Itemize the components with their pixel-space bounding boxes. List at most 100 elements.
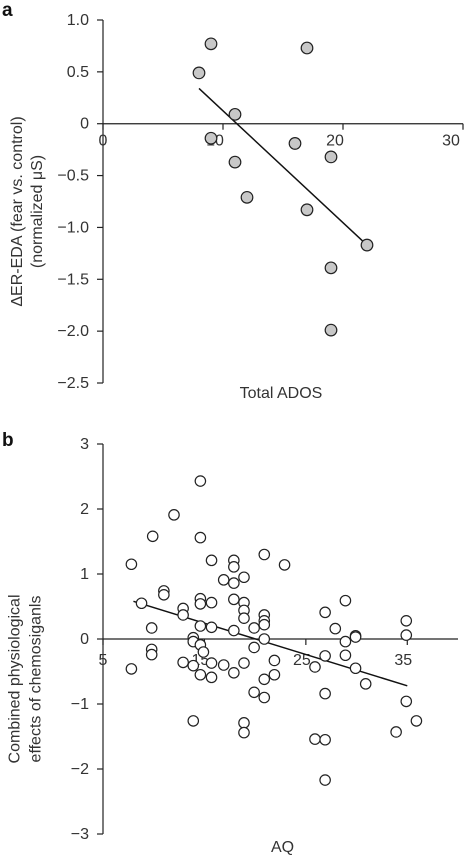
data-point bbox=[194, 475, 207, 487]
data-point bbox=[339, 635, 352, 648]
y-tick-label: −2.0 bbox=[57, 323, 89, 340]
data-point bbox=[309, 661, 321, 673]
data-point bbox=[194, 531, 207, 544]
data-point bbox=[400, 695, 413, 708]
x-axis-title: Total ADOS bbox=[240, 385, 323, 402]
y-tick-label: 0.5 bbox=[67, 64, 89, 81]
data-point bbox=[238, 726, 250, 739]
data-point bbox=[360, 238, 374, 252]
data-point bbox=[238, 717, 250, 729]
data-point bbox=[319, 733, 331, 746]
data-point bbox=[238, 657, 250, 669]
data-point bbox=[125, 558, 138, 571]
regression-line bbox=[198, 87, 368, 246]
data-point bbox=[324, 150, 338, 164]
x-tick-label: 5 bbox=[99, 652, 108, 669]
y-axis-title-line: Combined physiological bbox=[7, 595, 24, 764]
data-point bbox=[319, 606, 331, 619]
x-tick-label: 35 bbox=[394, 652, 412, 669]
data-point bbox=[205, 554, 218, 567]
data-point bbox=[300, 41, 314, 55]
y-axis-title-line: effects of chemosiganls bbox=[28, 596, 45, 763]
data-point bbox=[135, 597, 148, 610]
data-point bbox=[400, 614, 413, 627]
x-tick-label: 20 bbox=[326, 133, 344, 150]
y-tick-label: −3 bbox=[71, 826, 89, 843]
data-point bbox=[205, 621, 218, 634]
y-tick-label: 1 bbox=[80, 566, 89, 583]
panel-label: a bbox=[2, 0, 13, 21]
data-point bbox=[228, 107, 242, 121]
data-point bbox=[258, 548, 271, 561]
data-point bbox=[339, 594, 352, 607]
y-axis-title-line: ΔER-EDA (fear vs. control) bbox=[9, 116, 26, 306]
data-point bbox=[194, 598, 207, 610]
data-point bbox=[204, 37, 218, 51]
data-point bbox=[258, 633, 271, 645]
data-point bbox=[228, 624, 240, 637]
data-point bbox=[400, 629, 413, 641]
data-point bbox=[204, 131, 218, 145]
y-tick-label: 0 bbox=[80, 116, 89, 133]
data-point bbox=[258, 673, 271, 686]
y-axis-title-line: (normalized μS) bbox=[29, 155, 46, 268]
y-tick-label: 0 bbox=[80, 631, 89, 648]
data-point bbox=[268, 668, 281, 681]
x-axis-title: AQ bbox=[271, 839, 294, 856]
data-point bbox=[278, 559, 291, 571]
data-point bbox=[228, 561, 240, 573]
data-point bbox=[205, 657, 218, 669]
panel-label: b bbox=[2, 430, 14, 451]
data-point bbox=[217, 659, 230, 671]
x-tick-label: 0 bbox=[99, 133, 108, 150]
y-tick-label: −0.5 bbox=[57, 168, 89, 185]
y-tick-label: −2.5 bbox=[57, 375, 89, 392]
data-point bbox=[158, 588, 170, 601]
y-tick-label: 1.0 bbox=[67, 12, 89, 29]
data-point bbox=[339, 649, 352, 662]
data-point bbox=[194, 620, 207, 632]
x-tick-label: 30 bbox=[442, 133, 460, 150]
data-point bbox=[197, 646, 210, 658]
data-point bbox=[319, 774, 331, 786]
x-tick-label: 25 bbox=[293, 652, 311, 669]
data-point bbox=[324, 323, 338, 337]
data-point bbox=[187, 659, 200, 672]
data-point bbox=[205, 671, 218, 684]
y-tick-label: 2 bbox=[80, 501, 89, 518]
data-point bbox=[187, 715, 200, 727]
data-point bbox=[300, 203, 314, 217]
data-point bbox=[125, 663, 138, 675]
data-point bbox=[205, 596, 218, 609]
data-point bbox=[329, 622, 342, 635]
data-point bbox=[168, 509, 180, 521]
data-point bbox=[228, 593, 240, 606]
data-point bbox=[288, 137, 302, 150]
data-point bbox=[390, 726, 402, 738]
data-point bbox=[319, 650, 331, 662]
y-tick-label: −1.0 bbox=[57, 219, 89, 236]
data-point bbox=[410, 715, 423, 727]
data-point bbox=[248, 686, 260, 699]
data-point bbox=[349, 662, 362, 675]
data-point bbox=[177, 609, 189, 621]
data-point bbox=[248, 641, 260, 654]
data-point bbox=[228, 577, 240, 589]
data-point bbox=[349, 631, 362, 643]
data-point bbox=[145, 622, 158, 634]
data-point bbox=[145, 648, 158, 661]
y-tick-label: −1 bbox=[71, 696, 89, 713]
data-point bbox=[258, 618, 271, 631]
y-tick-label: −2 bbox=[71, 761, 89, 778]
data-point bbox=[359, 678, 372, 690]
data-point bbox=[240, 190, 254, 204]
y-tick-label: 3 bbox=[80, 436, 89, 453]
data-point bbox=[324, 261, 338, 275]
data-point bbox=[268, 654, 281, 667]
data-point bbox=[248, 622, 260, 634]
data-point bbox=[194, 668, 207, 681]
data-point bbox=[238, 571, 250, 584]
data-point bbox=[228, 666, 240, 679]
